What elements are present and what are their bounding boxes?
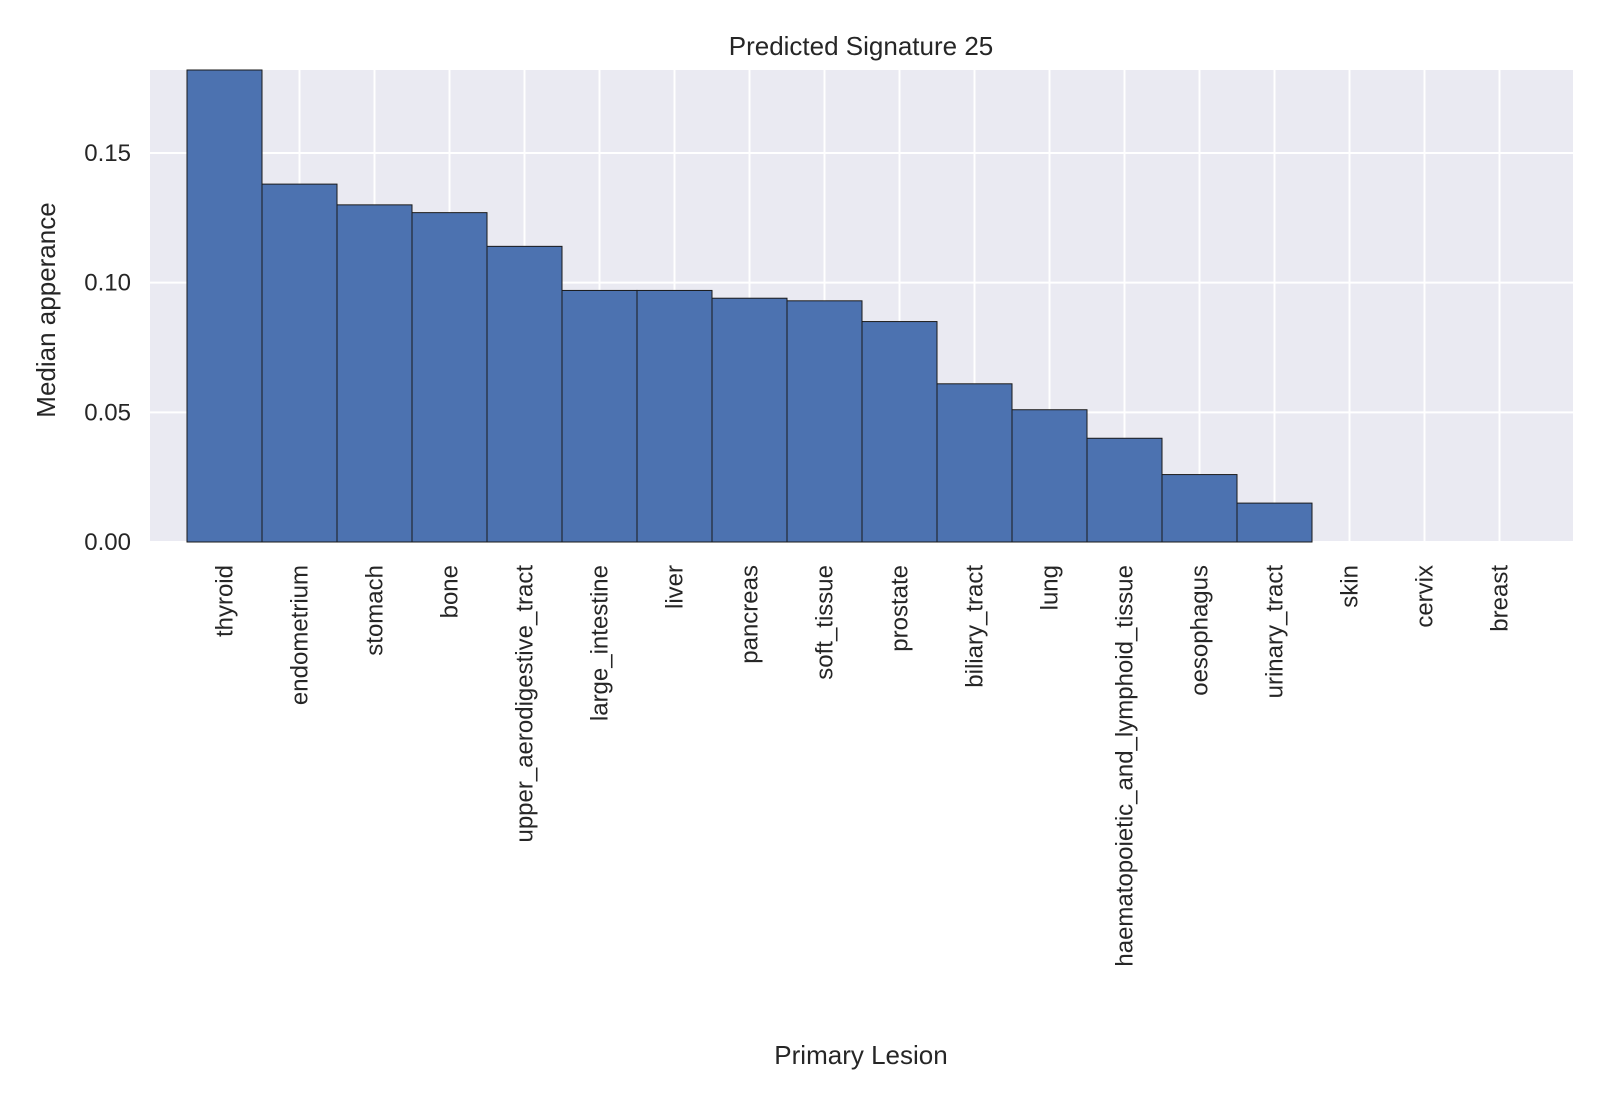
- x-tick-label-thyroid: thyroid: [212, 565, 239, 637]
- bar-pancreas: [711, 297, 788, 543]
- x-tick-label-oesophagus: oesophagus: [1187, 565, 1214, 696]
- bar-upper_aerodigestive_tract: [486, 245, 563, 543]
- chart-title: Predicted Signature 25: [729, 31, 994, 61]
- x-tick-label-liver: liver: [662, 565, 689, 609]
- bar-liver: [636, 289, 713, 543]
- bar-oesophagus: [1161, 474, 1238, 543]
- y-tick-label: 0.05: [84, 399, 131, 426]
- x-tick-label-urinary_tract: urinary_tract: [1262, 565, 1289, 699]
- bar-haematopoietic_and_lymphoid_tissue: [1086, 437, 1163, 543]
- y-ticks: 0.00 0.05 0.10 0.15: [84, 140, 131, 556]
- x-axis-title: Primary Lesion: [774, 1040, 947, 1070]
- bar-soft_tissue: [786, 300, 863, 543]
- bar-biliary_tract: [936, 383, 1013, 543]
- x-tick-label-prostate: prostate: [887, 565, 914, 652]
- x-tick-label-lung: lung: [1037, 565, 1064, 610]
- x-tick-label-bone: bone: [437, 565, 464, 618]
- x-tick-label-endometrium: endometrium: [287, 565, 314, 705]
- bars: [186, 69, 1313, 543]
- y-tick-label: 0.00: [84, 529, 131, 556]
- x-tick-label-pancreas: pancreas: [737, 565, 764, 664]
- x-tick-label-biliary_tract: biliary_tract: [962, 565, 989, 688]
- bar-lung: [1011, 409, 1088, 543]
- x-tick-label-cervix: cervix: [1412, 565, 1439, 628]
- bar-bone: [411, 212, 488, 543]
- y-tick-label: 0.10: [84, 270, 131, 297]
- y-tick-label: 0.15: [84, 140, 131, 167]
- x-tick-label-stomach: stomach: [362, 565, 389, 656]
- bar-urinary_tract: [1236, 502, 1313, 543]
- x-tick-label-upper_aerodigestive_tract: upper_aerodigestive_tract: [512, 565, 539, 843]
- x-tick-label-large_intestine: large_intestine: [587, 565, 614, 721]
- x-tick-label-soft_tissue: soft_tissue: [812, 565, 839, 680]
- x-tick-label-haematopoietic_and_lymphoid_tissue: haematopoietic_and_lymphoid_tissue: [1112, 565, 1139, 967]
- x-tick-label-breast: breast: [1487, 565, 1514, 632]
- bar-stomach: [336, 204, 413, 543]
- x-ticks: thyroid endometrium stomach bone upper_aerod…: [212, 565, 1514, 967]
- bar-thyroid: [186, 69, 263, 543]
- bar-endometrium: [261, 183, 338, 543]
- x-tick-label-skin: skin: [1337, 565, 1364, 608]
- y-axis-title: Median apperance: [31, 202, 61, 417]
- bar-large_intestine: [561, 289, 638, 543]
- bar-prostate: [861, 321, 938, 543]
